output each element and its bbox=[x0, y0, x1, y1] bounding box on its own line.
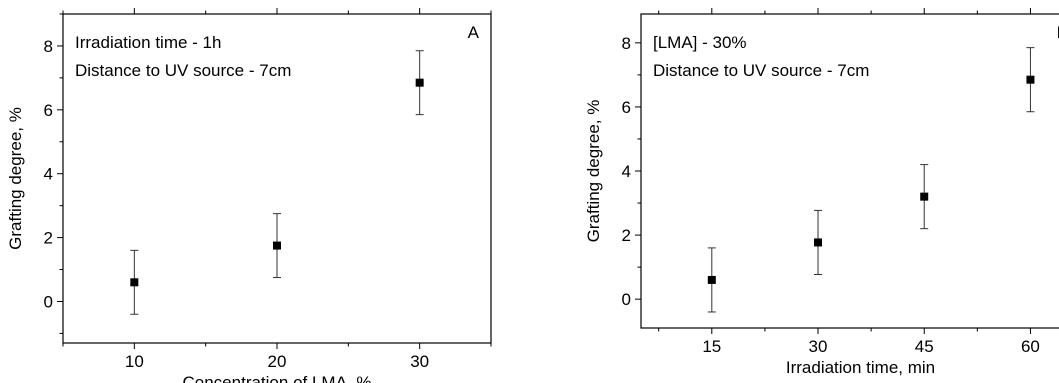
annotation-text: [LMA] - 30% bbox=[653, 33, 747, 52]
data-point bbox=[130, 278, 139, 287]
y-tick-label: 8 bbox=[44, 37, 53, 56]
data-point bbox=[1026, 75, 1035, 84]
annotation-text: Distance to UV source - 7cm bbox=[75, 61, 291, 80]
y-tick-label: 6 bbox=[622, 98, 631, 117]
x-tick-label: 30 bbox=[809, 337, 828, 356]
y-tick-label: 0 bbox=[44, 292, 53, 311]
x-tick-label: 10 bbox=[125, 352, 144, 371]
data-point bbox=[415, 78, 424, 87]
x-axis-title: Irradiation time, min bbox=[786, 358, 935, 377]
data-point bbox=[707, 275, 716, 284]
x-tick-label: 60 bbox=[1021, 337, 1040, 356]
y-axis-title: Grafting degree, % bbox=[584, 100, 603, 243]
annotation-text: Irradiation time - 1h bbox=[75, 33, 221, 52]
y-tick-label: 4 bbox=[44, 165, 53, 184]
annotation-text: Distance to UV source - 7cm bbox=[653, 61, 869, 80]
x-tick-label: 45 bbox=[915, 337, 934, 356]
x-axis-title: Concentration of LMA, % bbox=[183, 373, 372, 383]
panel-label: B bbox=[1057, 23, 1059, 42]
chart-panel-b: 15 30 45 60 0 2 4 6 8 Irradiation time, min Grafti… bbox=[584, 8, 1059, 377]
x-tick-label: 15 bbox=[702, 337, 721, 356]
panel-label: A bbox=[468, 23, 480, 42]
y-tick-label: 8 bbox=[622, 34, 631, 53]
y-tick-label: 6 bbox=[44, 101, 53, 120]
y-axis-title: Grafting degree, % bbox=[6, 107, 25, 250]
y-tick-label: 2 bbox=[622, 226, 631, 245]
chart-panel-a: 10 20 30 0 2 4 6 8 Concentration of LMA, % Grafti… bbox=[6, 8, 492, 383]
y-tick-label: 2 bbox=[44, 229, 53, 248]
data-point bbox=[920, 192, 929, 201]
data-point bbox=[273, 241, 281, 250]
x-tick-label: 30 bbox=[410, 352, 429, 371]
y-tick-label: 4 bbox=[622, 162, 631, 181]
y-tick-label: 0 bbox=[622, 290, 631, 309]
x-tick-label: 20 bbox=[268, 352, 287, 371]
data-point bbox=[814, 238, 823, 247]
